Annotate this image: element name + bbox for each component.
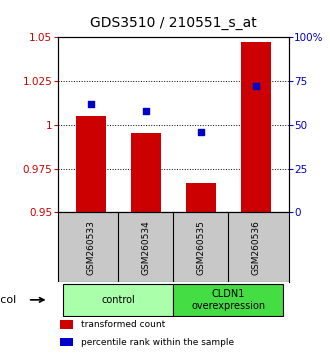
Text: GSM260535: GSM260535: [196, 220, 205, 275]
Bar: [76, 116, 106, 212]
Text: GSM260533: GSM260533: [86, 220, 95, 275]
Bar: [131, 133, 161, 212]
Text: GDS3510 / 210551_s_at: GDS3510 / 210551_s_at: [90, 16, 257, 30]
Point: [88, 101, 93, 107]
Bar: [185, 183, 216, 212]
Bar: [241, 42, 271, 212]
Text: CLDN1
overexpression: CLDN1 overexpression: [191, 289, 265, 311]
Text: control: control: [101, 295, 135, 305]
Text: transformed count: transformed count: [81, 320, 165, 329]
Text: GSM260534: GSM260534: [141, 220, 150, 275]
Text: percentile rank within the sample: percentile rank within the sample: [81, 338, 234, 347]
Bar: [60, 320, 73, 329]
Bar: [63, 284, 173, 316]
Point: [143, 108, 148, 114]
Bar: [173, 284, 283, 316]
Bar: [60, 338, 73, 346]
Point: [253, 84, 258, 89]
Text: GSM260536: GSM260536: [251, 220, 260, 275]
Point: [198, 129, 203, 135]
Text: protocol: protocol: [0, 295, 16, 305]
